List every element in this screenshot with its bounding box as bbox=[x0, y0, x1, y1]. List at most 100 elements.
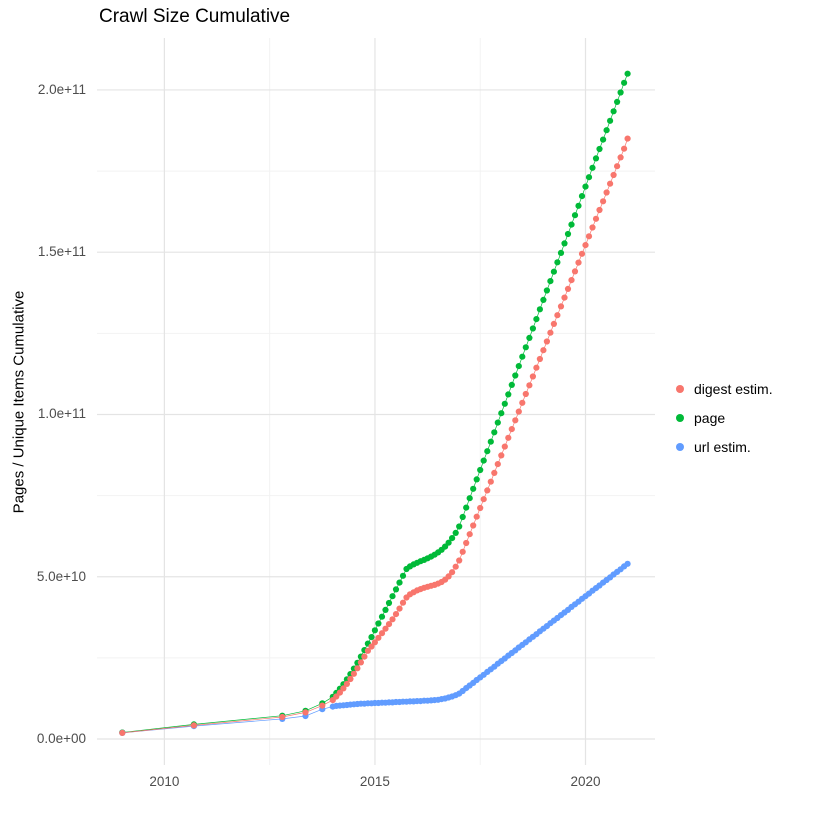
data-point bbox=[600, 136, 607, 143]
data-point bbox=[487, 478, 494, 485]
data-point bbox=[449, 569, 456, 576]
legend-dot-url-estim bbox=[676, 443, 684, 451]
data-point bbox=[519, 399, 526, 406]
data-point bbox=[543, 338, 550, 345]
legend-item-digest-estim: digest estim. bbox=[676, 378, 773, 400]
data-point bbox=[561, 294, 568, 301]
data-point bbox=[554, 312, 561, 319]
data-point bbox=[354, 665, 361, 672]
data-point bbox=[519, 353, 526, 360]
data-point bbox=[526, 382, 533, 389]
chart-title: Crawl Size Cumulative bbox=[99, 6, 291, 27]
data-point bbox=[543, 287, 550, 294]
data-point bbox=[547, 278, 554, 285]
data-point bbox=[571, 268, 579, 275]
data-point bbox=[368, 643, 375, 650]
data-point bbox=[473, 513, 480, 520]
data-point bbox=[561, 240, 568, 247]
data-point bbox=[522, 344, 529, 351]
data-point bbox=[614, 163, 621, 170]
data-point bbox=[533, 316, 540, 323]
legend-item-page: page bbox=[676, 407, 773, 429]
data-point bbox=[371, 639, 378, 646]
data-point bbox=[347, 675, 354, 683]
x-tick-label: 2010 bbox=[149, 774, 180, 789]
data-point bbox=[592, 215, 600, 222]
data-point bbox=[385, 621, 393, 628]
data-point bbox=[466, 531, 473, 538]
data-point bbox=[568, 277, 575, 284]
legend-label: digest estim. bbox=[694, 381, 773, 397]
data-point bbox=[624, 560, 631, 567]
data-point bbox=[522, 390, 529, 398]
data-point bbox=[603, 127, 610, 134]
data-point bbox=[617, 154, 624, 161]
data-point bbox=[357, 659, 364, 666]
series-points-digest-estim bbox=[119, 135, 631, 737]
data-point bbox=[564, 285, 572, 292]
data-point bbox=[547, 329, 554, 336]
data-point bbox=[596, 145, 603, 153]
data-point bbox=[382, 606, 389, 614]
data-point bbox=[578, 193, 586, 200]
data-point bbox=[340, 685, 347, 692]
data-point bbox=[557, 249, 565, 256]
data-point bbox=[564, 230, 572, 238]
data-point bbox=[392, 586, 400, 593]
data-point bbox=[592, 155, 600, 162]
data-point bbox=[279, 713, 286, 721]
data-point bbox=[536, 306, 543, 313]
data-point bbox=[540, 296, 547, 303]
data-point bbox=[515, 363, 522, 370]
data-point bbox=[589, 224, 596, 231]
data-point bbox=[477, 466, 484, 474]
series-points-url-estim bbox=[119, 560, 631, 737]
data-point bbox=[371, 627, 378, 634]
data-point bbox=[459, 548, 466, 555]
legend: digest estim. page url estim. bbox=[676, 378, 773, 458]
data-point bbox=[505, 434, 512, 441]
data-point bbox=[498, 410, 505, 417]
data-point bbox=[389, 593, 396, 600]
data-point bbox=[512, 417, 519, 424]
data-point bbox=[336, 689, 343, 696]
data-point bbox=[375, 634, 382, 641]
data-point bbox=[190, 722, 197, 729]
y-tick-label: 0.0e+00 bbox=[36, 731, 86, 747]
data-point bbox=[389, 616, 396, 623]
data-point bbox=[368, 634, 375, 641]
data-point bbox=[550, 320, 557, 327]
y-tick-label: 1.0e+11 bbox=[37, 406, 86, 422]
legend-label: page bbox=[694, 410, 726, 426]
data-point bbox=[463, 504, 470, 511]
x-tick-label: 2015 bbox=[359, 774, 390, 789]
data-point bbox=[382, 625, 389, 632]
legend-dot-page bbox=[676, 414, 684, 422]
data-point bbox=[463, 539, 470, 547]
data-point bbox=[578, 250, 586, 257]
data-point bbox=[508, 426, 515, 433]
data-point bbox=[529, 325, 536, 332]
data-point bbox=[505, 391, 512, 398]
data-point bbox=[624, 70, 631, 77]
data-point bbox=[515, 408, 522, 415]
data-point bbox=[378, 630, 386, 637]
y-tick-label: 5.0e+10 bbox=[36, 568, 86, 584]
data-point bbox=[484, 448, 491, 455]
data-point bbox=[582, 183, 589, 190]
data-point bbox=[119, 729, 126, 737]
data-point bbox=[484, 487, 491, 494]
data-point bbox=[399, 572, 407, 579]
data-point bbox=[319, 702, 326, 709]
data-point bbox=[536, 355, 543, 363]
data-point bbox=[396, 605, 403, 612]
data-point bbox=[459, 513, 466, 521]
data-point bbox=[512, 372, 519, 379]
data-point bbox=[617, 89, 624, 96]
data-point bbox=[554, 259, 561, 266]
data-point bbox=[333, 693, 340, 700]
data-point bbox=[487, 438, 494, 445]
legend-dot-digest-estim bbox=[676, 385, 684, 393]
data-point bbox=[491, 429, 498, 436]
